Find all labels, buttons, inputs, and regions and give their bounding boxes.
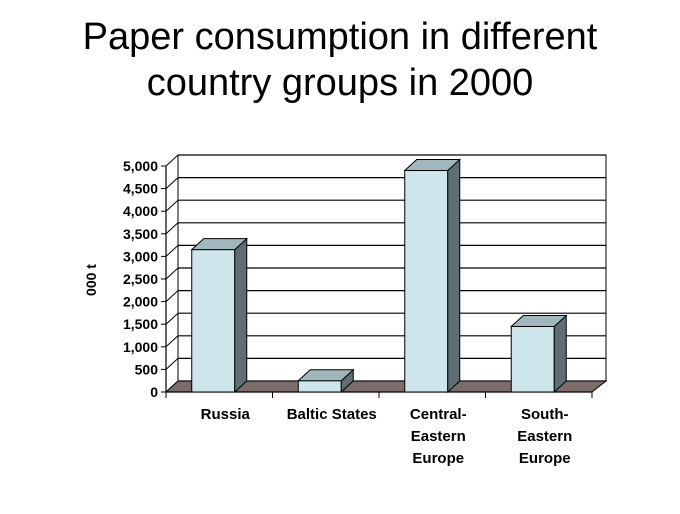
- category-label: South- Eastern Europe: [517, 406, 572, 467]
- category-label-line: Europe: [519, 450, 571, 467]
- bars: [190, 158, 568, 394]
- gridline-depth: [165, 358, 179, 370]
- category-label-line: Eastern: [517, 428, 572, 445]
- category-label: Baltic States: [287, 406, 377, 423]
- category-label: Central- Eastern Europe: [410, 406, 467, 467]
- gridline-depth: [165, 154, 179, 167]
- gridline-depth: [165, 222, 179, 235]
- gridline-depth: [165, 267, 179, 280]
- gridline-depth: [165, 312, 179, 325]
- gridline-depth: [165, 177, 179, 189]
- y-axis-label: 000 t: [83, 264, 99, 296]
- gridline-depth: [165, 245, 179, 257]
- y-tick-label: 2,500: [123, 271, 158, 287]
- category-labels: Russia Baltic States Central- Eastern Europe…: [201, 406, 573, 467]
- chart-title-line-1: Paper consumption in different: [82, 16, 598, 58]
- bar: [296, 368, 355, 394]
- bar-front: [191, 249, 236, 393]
- category-label-line: Baltic States: [287, 406, 377, 423]
- category-label-line: Central-: [410, 406, 467, 423]
- bar: [403, 158, 462, 394]
- y-tick-label: 1,500: [123, 316, 158, 332]
- category-label: Russia: [201, 406, 251, 423]
- category-label-line: Europe: [412, 450, 464, 467]
- y-tick-labels: 0 500 1,000 1,500 2,000 2,500 3,000 3,500 4,000 4…: [123, 158, 166, 400]
- chart-title: Paper consumption in different country g…: [0, 14, 680, 106]
- y-tick-label: 4,500: [123, 181, 158, 197]
- y-tick-label: 0: [150, 384, 158, 400]
- y-tick-label: 500: [135, 361, 159, 377]
- bar-top: [296, 369, 355, 382]
- y-tick-label: 4,000: [123, 203, 158, 219]
- y-tick-label: 3,000: [123, 248, 158, 264]
- bar-front: [404, 170, 449, 393]
- chart-title-line-2: country groups in 2000: [146, 62, 534, 104]
- bar-side: [234, 237, 248, 394]
- category-label-line: South-: [521, 406, 568, 423]
- bar-front: [510, 325, 555, 393]
- gridline-depth: [165, 199, 179, 212]
- gridline-depth: [165, 290, 179, 302]
- bar: [509, 314, 568, 394]
- y-tick-label: 1,000: [123, 339, 158, 355]
- gridline-depth: [165, 335, 179, 348]
- bar-side: [447, 158, 461, 394]
- y-tick-label: 5,000: [123, 158, 158, 174]
- y-tick-label: 2,000: [123, 294, 158, 310]
- category-label-line: Eastern: [411, 428, 466, 445]
- bar: [190, 237, 249, 394]
- bar-front: [297, 380, 342, 393]
- bar-top: [190, 238, 249, 251]
- bar-top: [509, 314, 568, 327]
- bar-top: [403, 159, 462, 172]
- category-label-line: Russia: [201, 406, 251, 423]
- bar-side: [553, 314, 567, 394]
- y-tick-label: 3,500: [123, 226, 158, 242]
